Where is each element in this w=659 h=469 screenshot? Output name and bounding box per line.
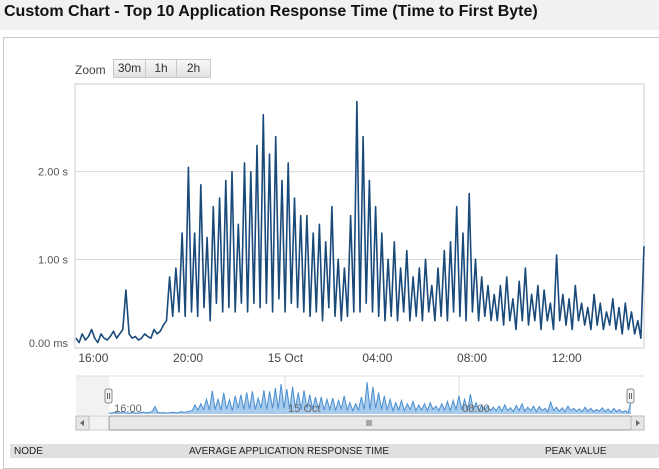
x-tick-label: 16:00 [78,351,108,365]
table-header: NODE AVERAGE APPLICATION RESPONSE TIME P… [10,444,659,458]
navigator-handle-right[interactable] [626,388,635,404]
navigator-line [108,382,632,414]
x-tick-label: 04:00 [362,351,392,365]
x-tick-label: 08:00 [457,351,487,365]
chart-svg: 0.00 ms 1.00 s 2.00 s 16:00 20:00 15 Oct 04:0… [29,83,645,431]
zoom-1h-button[interactable]: 1h [145,59,177,78]
zoom-label: Zoom [75,63,106,77]
x-tick-label: 20:00 [173,351,203,365]
x-tick-label: 15 Oct [268,351,304,365]
navigator-handle-left[interactable] [104,388,113,404]
x-tick-label: 12:00 [552,351,582,365]
column-average-response-time[interactable]: AVERAGE APPLICATION RESPONSE TIME [189,446,390,457]
series-line [75,100,645,344]
y-tick-label: 0.00 ms [29,338,69,350]
title-bar: Custom Chart - Top 10 Application Respon… [0,0,659,30]
navigator-area [109,382,631,414]
y-tick-label: 2.00 s [38,167,68,179]
navigator-mask-left [76,376,109,415]
navigator-tick-label: 15 Oct [288,403,320,415]
navigator-tick-label: 16:00 [114,403,142,415]
y-tick-label: 1.00 s [38,254,68,266]
navigator-tick-label: 08:00 [462,403,490,415]
scrollbar-left-arrow[interactable] [75,415,90,431]
column-peak-value[interactable]: PEAK VALUE [545,446,607,457]
scrollbar-right-arrow[interactable] [630,415,645,431]
scrollbar-grip-icon [366,420,372,426]
chart-title: Custom Chart - Top 10 Application Respon… [4,3,538,20]
scrollbar-thumb[interactable] [108,415,632,431]
column-node[interactable]: NODE [14,446,43,457]
zoom-2h-button[interactable]: 2h [176,59,211,78]
